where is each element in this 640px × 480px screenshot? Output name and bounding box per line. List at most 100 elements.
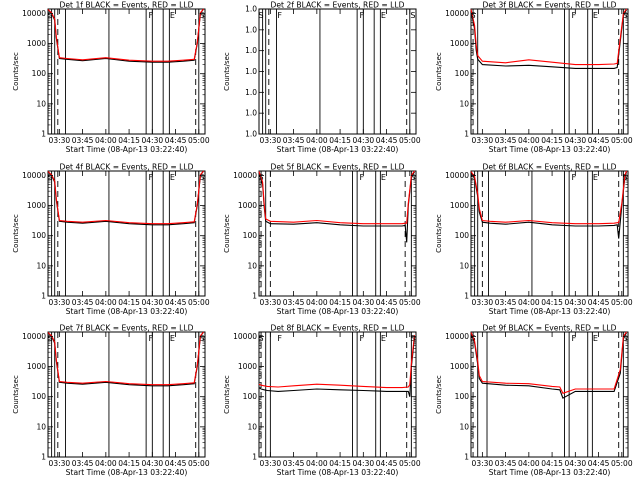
x-tick-label: 04:15 <box>329 459 351 468</box>
series-black <box>470 9 627 69</box>
x-tick-label: 03:30 <box>49 136 71 145</box>
x-tick-label: 05:00 <box>399 459 421 468</box>
marker-f-2: F <box>277 11 282 20</box>
x-tick-label: 03:30 <box>472 136 494 145</box>
y-axis-label: Counts/sec <box>435 52 443 91</box>
x-tick-label: 05:00 <box>399 136 421 145</box>
y-tick-label: 1.0 <box>245 25 257 34</box>
chart-panel-8: Det 8f BLACK = Events, RED = LLD S F F E S 1 10… <box>223 324 421 478</box>
plot-frame <box>47 8 206 135</box>
y-tick-label: 10 <box>36 422 46 431</box>
series-black <box>470 332 627 399</box>
x-tick-label: 04:45 <box>376 298 398 307</box>
x-tick-label: 04:30 <box>353 298 375 307</box>
chart-title: Det 7f BLACK = Events, RED = LLD <box>60 324 194 333</box>
series-red <box>47 8 204 62</box>
y-tick-label: 1000 <box>27 362 46 371</box>
chart-title: Det 6f BLACK = Events, RED = LLD <box>483 163 617 172</box>
x-tick-label: 04:45 <box>376 459 398 468</box>
y-tick-label: 100 <box>455 231 470 240</box>
chart-title: Det 4f BLACK = Events, RED = LLD <box>60 163 194 172</box>
chart-panel-3: Det 3f BLACK = Events, RED = LLD S F E S 1 10 1… <box>435 1 633 155</box>
y-tick-label: 1000 <box>238 362 257 371</box>
x-tick-label: 05:00 <box>188 298 210 307</box>
y-tick-label: 100 <box>243 231 258 240</box>
marker-s-4: S <box>410 173 415 182</box>
x-tick-label: 04:30 <box>565 136 587 145</box>
series-black <box>258 337 416 397</box>
marker-f-2: F <box>359 173 364 182</box>
marker-f-2: F <box>571 173 576 182</box>
x-tick-label: 04:30 <box>565 459 587 468</box>
x-tick-label: 04:00 <box>518 459 540 468</box>
marker-s-4: S <box>199 334 204 343</box>
series-red <box>470 8 627 66</box>
x-tick-label: 03:45 <box>283 298 305 307</box>
plot-frame <box>470 8 629 135</box>
plot-frame <box>470 170 629 297</box>
y-tick-label: 10000 <box>445 332 469 341</box>
x-tick-label: 03:30 <box>472 298 494 307</box>
x-tick-label: 04:00 <box>306 298 328 307</box>
x-axis-label: Start Time (08-Apr-13 03:22:40) <box>277 307 399 316</box>
x-tick-label: 05:00 <box>188 136 210 145</box>
chart-title: Det 1f BLACK = Events, RED = LLD <box>60 1 194 10</box>
y-tick-label: 1000 <box>27 39 46 48</box>
y-tick-label: 1.0 <box>245 130 257 139</box>
series-black <box>47 331 204 387</box>
marker-s-5: S <box>410 11 415 20</box>
y-tick-label: 100 <box>32 69 47 78</box>
series-red <box>470 331 627 394</box>
y-tick-label: 100 <box>455 392 470 401</box>
x-tick-label: 04:00 <box>95 136 117 145</box>
plot-frame <box>258 170 417 297</box>
marker-s-4: S <box>622 334 627 343</box>
marker-s-1: S <box>471 173 476 182</box>
y-axis-label: Counts/sec <box>223 214 231 253</box>
x-axis-label: Start Time (08-Apr-13 03:22:40) <box>489 307 611 316</box>
x-tick-label: 03:45 <box>72 136 94 145</box>
x-tick-label: 04:45 <box>165 136 187 145</box>
y-tick-label: 1000 <box>27 201 46 210</box>
chart-title: Det 5f BLACK = Events, RED = LLD <box>271 163 405 172</box>
chart-title: Det 9f BLACK = Events, RED = LLD <box>483 324 617 333</box>
x-axis-label: Start Time (08-Apr-13 03:22:40) <box>489 468 611 477</box>
x-tick-label: 03:30 <box>49 459 71 468</box>
x-tick-label: 05:00 <box>611 298 633 307</box>
y-tick-label: 10 <box>459 99 469 108</box>
y-tick-label: 10 <box>247 261 257 270</box>
x-tick-label: 04:00 <box>95 459 117 468</box>
series-red <box>47 331 204 386</box>
marker-s-1: S <box>48 11 53 20</box>
x-axis-label: Start Time (08-Apr-13 03:22:40) <box>277 145 399 154</box>
y-tick-label: 1.0 <box>245 67 257 76</box>
chart-title: Det 3f BLACK = Events, RED = LLD <box>483 1 617 10</box>
x-tick-label: 04:00 <box>95 298 117 307</box>
x-tick-label: 04:15 <box>541 459 563 468</box>
y-tick-label: 1.0 <box>245 109 257 118</box>
y-tick-label: 10000 <box>22 332 46 341</box>
y-tick-label: 1000 <box>238 201 257 210</box>
x-tick-label: 04:30 <box>142 136 164 145</box>
x-tick-label: 03:45 <box>495 298 517 307</box>
x-tick-label: 04:30 <box>142 459 164 468</box>
y-tick-label: 100 <box>455 69 470 78</box>
marker-s-4: S <box>199 11 204 20</box>
y-tick-label: 10 <box>459 422 469 431</box>
chart-panel-7: Det 7f BLACK = Events, RED = LLD S F E S 1 10 1… <box>12 324 210 478</box>
marker-s-1: S <box>259 11 264 20</box>
y-tick-label: 100 <box>243 392 258 401</box>
marker-s-1: S <box>48 173 53 182</box>
y-tick-label: 1 <box>41 292 46 301</box>
x-tick-label: 03:45 <box>495 459 517 468</box>
x-axis-label: Start Time (08-Apr-13 03:22:40) <box>66 145 188 154</box>
chart-title: Det 8f BLACK = Events, RED = LLD <box>271 324 405 333</box>
marker-e-3: E <box>170 173 175 182</box>
y-tick-label: 1000 <box>450 201 469 210</box>
marker-e-3: E <box>170 11 175 20</box>
y-tick-label: 10000 <box>22 9 46 18</box>
